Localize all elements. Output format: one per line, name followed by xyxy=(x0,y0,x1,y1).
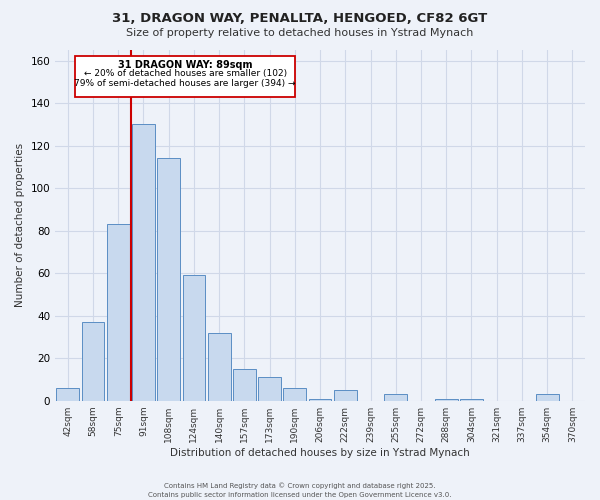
X-axis label: Distribution of detached houses by size in Ystrad Mynach: Distribution of detached houses by size … xyxy=(170,448,470,458)
Bar xyxy=(107,224,130,400)
Bar xyxy=(258,378,281,400)
Bar xyxy=(233,369,256,400)
Text: 31, DRAGON WAY, PENALLTA, HENGOED, CF82 6GT: 31, DRAGON WAY, PENALLTA, HENGOED, CF82 … xyxy=(112,12,488,26)
FancyBboxPatch shape xyxy=(76,56,295,97)
Bar xyxy=(56,388,79,400)
Text: Size of property relative to detached houses in Ystrad Mynach: Size of property relative to detached ho… xyxy=(127,28,473,38)
Bar xyxy=(283,388,306,400)
Text: 31 DRAGON WAY: 89sqm: 31 DRAGON WAY: 89sqm xyxy=(118,60,253,70)
Bar xyxy=(208,332,230,400)
Bar xyxy=(385,394,407,400)
Bar xyxy=(309,398,331,400)
Y-axis label: Number of detached properties: Number of detached properties xyxy=(15,144,25,308)
Text: 79% of semi-detached houses are larger (394) →: 79% of semi-detached houses are larger (… xyxy=(74,78,296,88)
Text: Contains public sector information licensed under the Open Government Licence v3: Contains public sector information licen… xyxy=(148,492,452,498)
Bar xyxy=(334,390,356,400)
Bar xyxy=(132,124,155,400)
Text: Contains HM Land Registry data © Crown copyright and database right 2025.: Contains HM Land Registry data © Crown c… xyxy=(164,482,436,489)
Text: ← 20% of detached houses are smaller (102): ← 20% of detached houses are smaller (10… xyxy=(83,69,287,78)
Bar xyxy=(157,158,180,400)
Bar xyxy=(182,276,205,400)
Bar xyxy=(82,322,104,400)
Bar xyxy=(460,398,483,400)
Bar xyxy=(435,398,458,400)
Bar xyxy=(536,394,559,400)
